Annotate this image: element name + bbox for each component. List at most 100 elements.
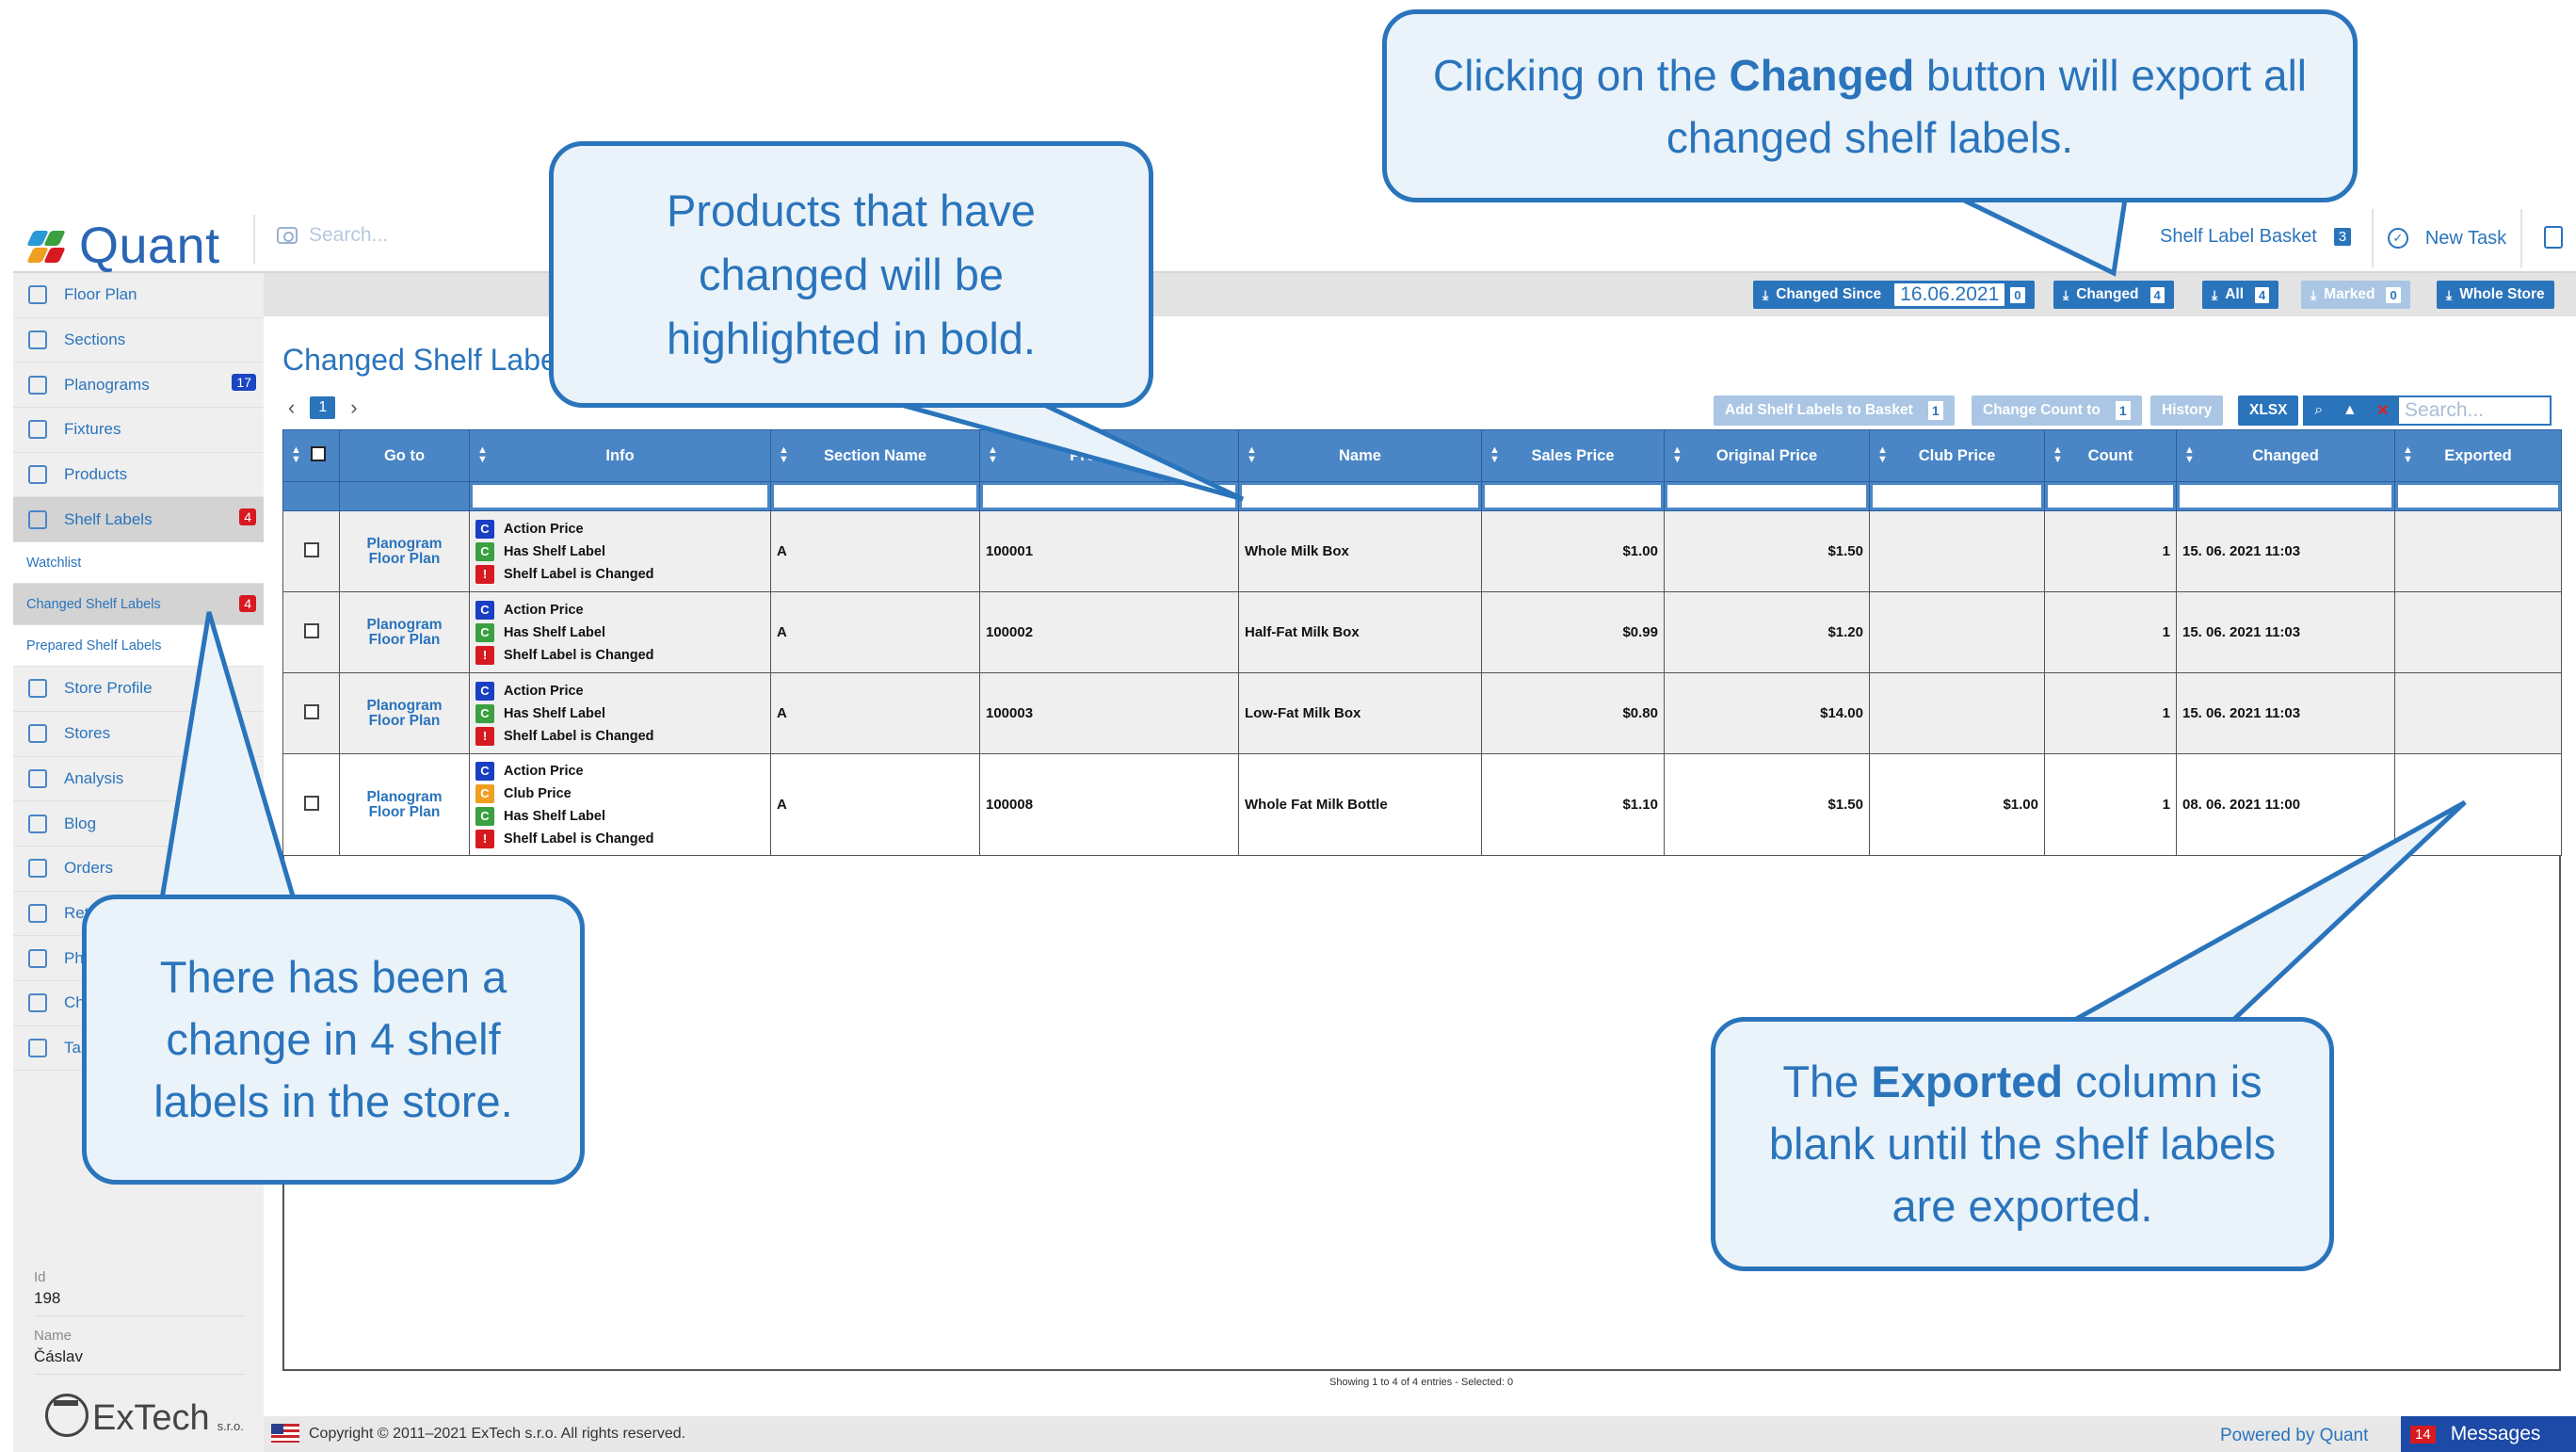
sort-icon[interactable]: ▲ ▼ bbox=[779, 444, 789, 465]
changed-since-label: Changed Since bbox=[1776, 286, 1882, 302]
sidebar-item-products[interactable]: Products bbox=[13, 453, 264, 498]
planogram-link[interactable]: Planogram bbox=[366, 616, 443, 633]
add-to-basket-button[interactable]: Add Shelf Labels to Basket 1 bbox=[1714, 395, 1955, 426]
quant-logo[interactable]: Quant bbox=[26, 217, 220, 275]
all-export-button[interactable]: ⤓ All 4 bbox=[2202, 281, 2279, 309]
c-badge-icon: C bbox=[475, 806, 494, 826]
column-header-exported[interactable]: ▲ ▼ Exported bbox=[2394, 429, 2562, 482]
prev-page-arrow[interactable]: ‹ bbox=[288, 395, 296, 419]
floor-plan-link[interactable]: Floor Plan bbox=[368, 550, 441, 567]
whole-store-export-button[interactable]: ⤓ Whole Store bbox=[2437, 281, 2554, 309]
sidebar-subitem-changed-shelf-labels[interactable]: Changed Shelf Labels 4 bbox=[13, 584, 264, 626]
next-page-arrow[interactable]: › bbox=[350, 395, 358, 419]
sidebar-item-sections[interactable]: Sections bbox=[13, 318, 264, 363]
column-header-product-id[interactable]: ▲ ▼ Product ID bbox=[979, 429, 1239, 482]
column-filter-input[interactable] bbox=[774, 485, 976, 508]
sidebar-item-floor-plan[interactable]: Floor Plan bbox=[13, 273, 264, 318]
history-button[interactable]: History bbox=[2150, 395, 2224, 426]
column-header-name[interactable]: ▲ ▼ Name bbox=[1238, 429, 1482, 482]
sort-icon[interactable]: ▲ ▼ bbox=[2053, 444, 2063, 465]
column-filter-input[interactable] bbox=[1873, 485, 2041, 508]
column-header-info[interactable]: ▲ ▼ Info bbox=[469, 429, 771, 482]
floor-plan-link[interactable]: Floor Plan bbox=[368, 803, 441, 820]
column-header-go-to[interactable]: Go to bbox=[339, 429, 470, 482]
sort-icon[interactable]: ▲ ▼ bbox=[2184, 444, 2195, 465]
sidebar-subitem-watchlist[interactable]: Watchlist bbox=[13, 542, 264, 585]
sidebar-item-shelf-labels[interactable]: Shelf Labels 4 bbox=[13, 497, 264, 543]
planogram-link[interactable]: Planogram bbox=[366, 535, 443, 552]
floor-plan-link[interactable]: Floor Plan bbox=[368, 712, 441, 729]
nav-icon bbox=[28, 993, 47, 1013]
sort-icon[interactable]: ▲ ▼ bbox=[1877, 444, 1888, 465]
sidebar-subitem-prepared-shelf-labels[interactable]: Prepared Shelf Labels bbox=[13, 625, 264, 668]
column-filter-input[interactable] bbox=[983, 485, 1235, 508]
column-filter-input[interactable] bbox=[1667, 485, 1866, 508]
shelf-label-basket-link[interactable]: Shelf Label Basket 3 bbox=[2160, 226, 2352, 248]
sidebar-item-blog[interactable]: Blog bbox=[13, 801, 264, 847]
changed-since-button[interactable]: ⤓ Changed Since 16.06.2021 0 bbox=[1753, 281, 2035, 309]
us-flag-icon[interactable] bbox=[271, 1424, 299, 1443]
row-checkbox[interactable] bbox=[303, 622, 319, 638]
new-task-button[interactable]: ✓ New Task bbox=[2372, 209, 2522, 267]
planogram-link[interactable]: Planogram bbox=[366, 697, 443, 714]
sidebar-item-stores[interactable]: Stores bbox=[13, 712, 264, 757]
messages-button[interactable]: 14 Messages bbox=[2401, 1416, 2576, 1452]
add-to-basket-count[interactable]: 1 bbox=[1927, 401, 1943, 420]
sidebar-item-analysis[interactable]: Analysis bbox=[13, 757, 264, 802]
info-text: Shelf Label is Changed bbox=[504, 728, 654, 744]
row-checkbox[interactable] bbox=[303, 541, 319, 557]
marked-export-button[interactable]: ⤓ Marked 0 bbox=[2301, 281, 2410, 309]
column-header-original-price[interactable]: ▲ ▼ Original Price bbox=[1664, 429, 1870, 482]
sort-icon[interactable]: ▲ ▼ bbox=[988, 444, 998, 465]
row-checkbox[interactable] bbox=[303, 703, 319, 719]
table-search: ⌕ ▲ ✕ Search... bbox=[2303, 395, 2552, 426]
sidebar-item-orders[interactable]: Orders bbox=[13, 847, 264, 892]
column-filter-input[interactable] bbox=[2398, 485, 2558, 508]
quant-logo-icon bbox=[26, 225, 68, 266]
select-all-header[interactable]: ▲ ▼ bbox=[282, 429, 340, 482]
column-header-sales-price[interactable]: ▲ ▼ Sales Price bbox=[1481, 429, 1665, 482]
column-filter-input[interactable] bbox=[2048, 485, 2173, 508]
sidebar-item-fixtures[interactable]: Fixtures bbox=[13, 408, 264, 453]
clear-icon[interactable]: ✕ bbox=[2376, 403, 2390, 419]
floor-plan-link[interactable]: Floor Plan bbox=[368, 631, 441, 648]
sort-icon[interactable]: ▲ ▼ bbox=[1247, 444, 1257, 465]
search-icon[interactable]: ⌕ bbox=[2314, 402, 2324, 418]
xlsx-button[interactable]: XLSX bbox=[2238, 395, 2299, 426]
table-row[interactable]: Planogram Floor Plan C Action Price C Club Pr… bbox=[282, 753, 2562, 856]
sort-up-icon[interactable]: ▲ bbox=[2342, 402, 2358, 418]
table-row[interactable]: Planogram Floor Plan C Action Price C Has She… bbox=[282, 672, 2562, 754]
planogram-link[interactable]: Planogram bbox=[366, 788, 443, 805]
global-search-input[interactable]: Search... bbox=[309, 224, 389, 246]
column-header-club-price[interactable]: ▲ ▼ Club Price bbox=[1869, 429, 2045, 482]
column-header-section-name[interactable]: ▲ ▼ Section Name bbox=[770, 429, 980, 482]
sidebar-item-planograms[interactable]: Planograms 17 bbox=[13, 363, 264, 409]
column-filter-input[interactable] bbox=[2180, 485, 2391, 508]
select-all-checkbox[interactable] bbox=[310, 445, 326, 461]
sidebar-item-label: Planograms bbox=[64, 375, 150, 394]
table-search-input[interactable]: Search... bbox=[2405, 399, 2485, 421]
sort-icon[interactable]: ▲ ▼ bbox=[477, 444, 488, 465]
sort-icon[interactable]: ▲ ▼ bbox=[1489, 444, 1500, 465]
global-search[interactable]: Search... bbox=[277, 224, 388, 247]
column-filter-input[interactable] bbox=[1242, 485, 1478, 508]
table-row[interactable]: Planogram Floor Plan C Action Price C Has She… bbox=[282, 591, 2562, 673]
user-icon[interactable] bbox=[2544, 226, 2563, 249]
column-filter-input[interactable] bbox=[473, 485, 767, 508]
changed-export-button[interactable]: ⤓ Changed 4 bbox=[2053, 281, 2174, 309]
powered-by-link[interactable]: Powered by Quant bbox=[2220, 1426, 2369, 1445]
changed-since-date-input[interactable]: 16.06.2021 bbox=[1894, 283, 2005, 306]
camera-icon[interactable] bbox=[277, 227, 298, 244]
sort-icon[interactable]: ▲ ▼ bbox=[2403, 444, 2413, 465]
change-count-value[interactable]: 1 bbox=[2115, 401, 2131, 420]
sidebar-item-store-profile[interactable]: Store Profile bbox=[13, 667, 264, 712]
page-number[interactable]: 1 bbox=[310, 396, 336, 419]
column-filter-input[interactable] bbox=[1485, 485, 1661, 508]
column-header-changed[interactable]: ▲ ▼ Changed bbox=[2176, 429, 2395, 482]
column-header-count[interactable]: ▲ ▼ Count bbox=[2044, 429, 2177, 482]
table-row[interactable]: Planogram Floor Plan C Action Price C Has She… bbox=[282, 510, 2562, 592]
club-price-cell: $1.00 bbox=[1869, 753, 2045, 856]
sort-icon[interactable]: ▲ ▼ bbox=[1672, 444, 1682, 465]
row-checkbox[interactable] bbox=[303, 795, 319, 811]
change-count-button[interactable]: Change Count to 1 bbox=[1972, 395, 2142, 426]
